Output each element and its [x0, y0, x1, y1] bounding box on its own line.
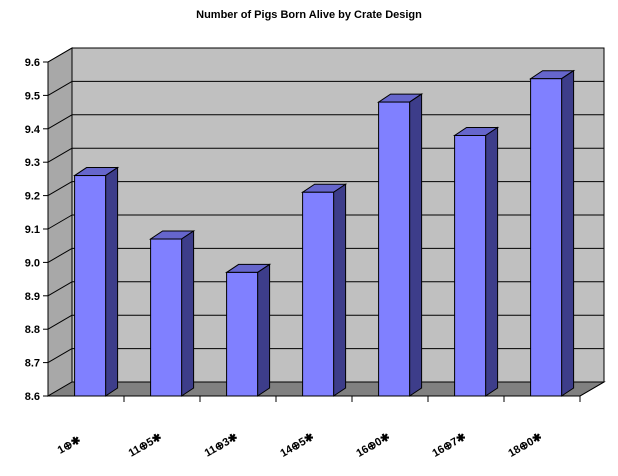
- gridline-side: [47, 247, 73, 263]
- gridline-side: [47, 80, 73, 96]
- gridline-side: [47, 214, 73, 230]
- y-tick-label: 8.7: [25, 358, 40, 370]
- gridline-side: [47, 47, 73, 63]
- gridline-side: [47, 348, 73, 364]
- y-tick-label: 9.6: [25, 57, 40, 69]
- bar-side: [257, 263, 271, 397]
- bar-side: [333, 183, 347, 397]
- bar-front: [302, 191, 335, 397]
- bar-side: [105, 166, 119, 397]
- y-tick-label: 9.0: [25, 257, 40, 269]
- x-axis-edge: [579, 381, 605, 397]
- gridline-side: [47, 181, 73, 197]
- bar: [300, 183, 348, 397]
- bar-front: [150, 238, 183, 397]
- bar-front: [454, 134, 487, 397]
- bar: [148, 230, 196, 397]
- bar-front: [378, 101, 411, 397]
- gridline-side: [47, 314, 73, 330]
- bar-side: [181, 230, 195, 397]
- bar-front: [530, 78, 563, 397]
- x-tick-label: 18⊕0✱: [506, 431, 544, 460]
- x-tick-label: 11⊕3✱: [203, 431, 240, 459]
- bar-front: [74, 175, 107, 397]
- bar-side: [485, 126, 499, 397]
- y-tick-label: 9.3: [25, 157, 40, 169]
- x-tick-label: 16⊕0✱: [354, 431, 392, 460]
- y-tick-label: 8.6: [25, 391, 40, 403]
- gridline-side: [47, 114, 73, 130]
- y-tick-label: 8.9: [25, 291, 40, 303]
- bar-front: [226, 271, 259, 397]
- gridline-side: [47, 281, 73, 297]
- y-tick-label: 9.2: [25, 191, 40, 203]
- bar-side: [561, 69, 575, 397]
- chart-title: Number of Pigs Born Alive by Crate Desig…: [196, 9, 422, 21]
- bar: [224, 263, 272, 397]
- y-tick-label: 9.5: [25, 90, 40, 102]
- x-tick-label: 16⊕7✱: [430, 431, 468, 460]
- x-tick-label: 11⊕5✱: [127, 431, 164, 459]
- y-tick-label: 9.4: [25, 124, 41, 136]
- bar: [452, 126, 500, 397]
- bar: [376, 93, 424, 397]
- bar-side: [409, 93, 423, 397]
- x-tick-label: 1⊕✱: [56, 434, 83, 457]
- y-tick-label: 9.1: [25, 224, 40, 236]
- bar: [528, 69, 576, 397]
- x-tick-label: 14⊕5✱: [278, 431, 316, 460]
- y-tick-label: 8.8: [25, 324, 40, 336]
- bar: [72, 166, 120, 397]
- gridline-side: [47, 147, 73, 163]
